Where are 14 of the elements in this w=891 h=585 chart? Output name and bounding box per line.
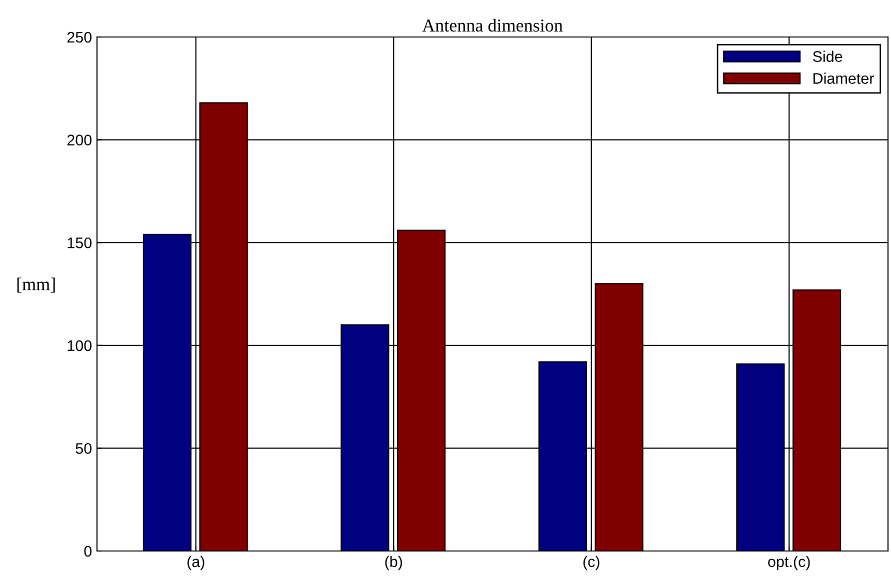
x-tick-label: (b)	[385, 556, 402, 570]
x-tick-label: (a)	[187, 556, 204, 570]
chart-title: Antenna dimension	[422, 18, 563, 32]
legend-label: Side	[812, 50, 842, 62]
y-tick-label: 50	[76, 443, 92, 454]
y-tick-label: 250	[67, 32, 92, 43]
y-tick-label: 100	[68, 340, 92, 352]
y-axis-title: [mm]	[17, 278, 55, 293]
y-tick-label: 0	[84, 546, 92, 557]
x-tick-label: (c)	[583, 556, 600, 570]
legend-label: Diameter	[814, 72, 874, 84]
y-tick-label: 150	[68, 237, 92, 248]
y-tick-label: 200	[67, 134, 92, 146]
x-tick-label: opt.(c)	[768, 556, 810, 570]
